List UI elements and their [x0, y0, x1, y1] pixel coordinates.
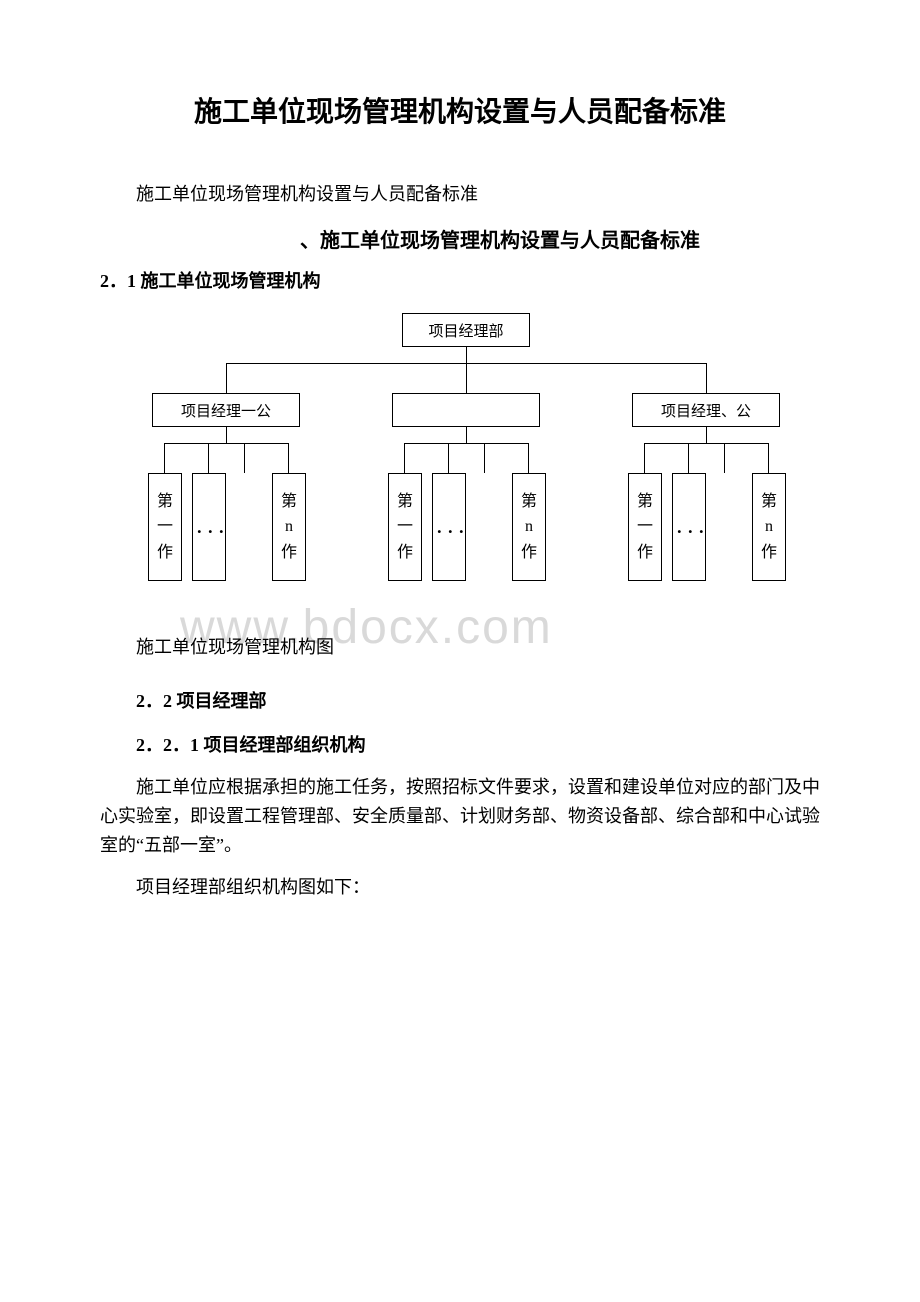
connector-line: [164, 443, 165, 473]
paragraph: 施工单位应根据承担的施工任务，按照招标文件要求，设置和建设单位对应的部门及中心实…: [100, 773, 820, 859]
leaf-text: 一: [157, 514, 173, 540]
leaf-text: 第: [397, 489, 413, 515]
ellipsis: ．．．: [435, 513, 477, 539]
org-chart-diagram: 项目经理部 项目经理一公 项目经理、公 第 一 作 ．．． 第 n 作: [140, 313, 780, 593]
section-heading: 、施工单位现场管理机构设置与人员配备标准: [100, 224, 820, 253]
page-title: 施工单位现场管理机构设置与人员配备标准: [100, 90, 820, 130]
leaf-text: 作: [521, 540, 537, 566]
connector-line: [164, 443, 288, 444]
leaf-text: 作: [637, 540, 653, 566]
connector-line: [226, 427, 227, 443]
leaf-text: 第: [761, 489, 777, 515]
heading-2-1: 2．1 施工单位现场管理机构: [100, 267, 820, 293]
connector-line: [244, 443, 245, 473]
org-mid-node-center: [392, 393, 540, 427]
org-top-node: 项目经理部: [402, 313, 530, 347]
leaf-text: 作: [157, 540, 173, 566]
leaf-text: 第: [521, 489, 537, 515]
leaf-text: n: [525, 514, 533, 540]
org-mid-node-right: 项目经理、公: [632, 393, 780, 427]
document-page: 施工单位现场管理机构设置与人员配备标准 施工单位现场管理机构设置与人员配备标准 …: [0, 0, 920, 966]
connector-line: [466, 427, 467, 443]
org-leaf-node: 第 n 作: [512, 473, 546, 581]
connector-line: [226, 363, 227, 393]
connector-line: [706, 427, 707, 443]
org-leaf-node: 第 一 作: [628, 473, 662, 581]
leaf-text: 第: [281, 489, 297, 515]
org-leaf-node: 第 n 作: [752, 473, 786, 581]
connector-line: [466, 347, 467, 363]
connector-line: [448, 443, 449, 473]
connector-line: [644, 443, 645, 473]
paragraph: 项目经理部组织机构图如下：: [100, 873, 820, 902]
connector-line: [688, 443, 689, 473]
heading-2-2-1: 2．2．1 项目经理部组织机构: [100, 731, 820, 757]
ellipsis: ．．．: [195, 513, 237, 539]
connector-line: [724, 443, 725, 473]
connector-line: [644, 443, 768, 444]
leaf-text: 第: [637, 489, 653, 515]
connector-line: [404, 443, 405, 473]
connector-line: [706, 363, 707, 393]
leaf-text: 作: [761, 540, 777, 566]
diagram-caption: 施工单位现场管理机构图: [100, 633, 820, 659]
connector-line: [484, 443, 485, 473]
leaf-text: 作: [281, 540, 297, 566]
leaf-text: 作: [397, 540, 413, 566]
heading-2-2: 2．2 项目经理部: [100, 687, 820, 713]
connector-line: [288, 443, 289, 473]
leaf-text: n: [765, 514, 773, 540]
org-leaf-node: 第 一 作: [388, 473, 422, 581]
connector-line: [768, 443, 769, 473]
leaf-text: n: [285, 514, 293, 540]
intro-line: 施工单位现场管理机构设置与人员配备标准: [100, 180, 820, 206]
connector-line: [466, 363, 467, 393]
connector-line: [404, 443, 528, 444]
org-mid-node-left: 项目经理一公: [152, 393, 300, 427]
leaf-text: 一: [637, 514, 653, 540]
leaf-text: 一: [397, 514, 413, 540]
org-leaf-node: 第 一 作: [148, 473, 182, 581]
connector-line: [528, 443, 529, 473]
ellipsis: ．．．: [675, 513, 717, 539]
org-leaf-node: 第 n 作: [272, 473, 306, 581]
leaf-text: 第: [157, 489, 173, 515]
connector-line: [208, 443, 209, 473]
